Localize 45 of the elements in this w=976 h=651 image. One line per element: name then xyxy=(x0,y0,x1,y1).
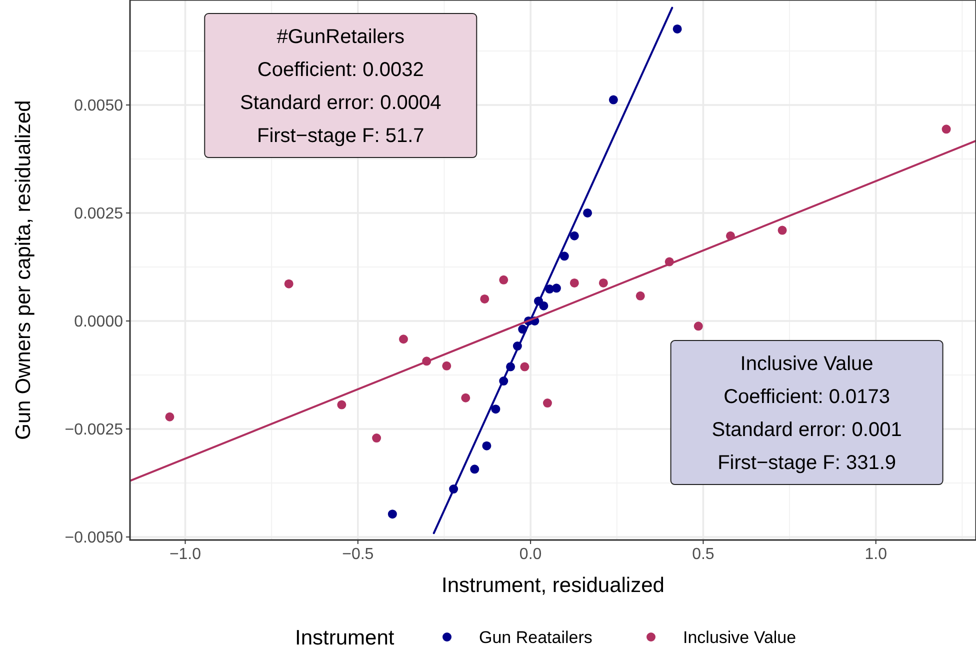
point xyxy=(491,404,500,414)
point xyxy=(480,294,490,304)
x-tick-label: 0.5 xyxy=(692,546,714,563)
x-tick-label: 0.0 xyxy=(519,546,542,563)
annotation: #GunRetailers Coefficient: 0.0032 Standard error: 0.0004 First−stage F: 51.7 xyxy=(240,26,442,148)
point xyxy=(694,322,703,331)
point xyxy=(165,412,174,422)
point xyxy=(539,301,548,310)
point xyxy=(542,398,552,408)
y-tick-label: 0.0050 xyxy=(74,98,124,115)
legend-title: Instrument xyxy=(295,626,394,650)
y-axis-title: Gun Owners per capita, residualized xyxy=(12,100,35,440)
y-tick-label: 0.0025 xyxy=(74,206,124,223)
point xyxy=(583,208,592,218)
point xyxy=(499,275,508,284)
point xyxy=(560,252,569,261)
point xyxy=(470,464,480,474)
annotation: Inclusive Value Coefficient: 0.0173 Standard error: 0.001 First−stage F: 331.9 xyxy=(712,353,902,474)
legend-label: Gun Reatailers xyxy=(479,628,592,647)
point xyxy=(482,441,492,450)
point xyxy=(372,434,382,443)
point xyxy=(388,510,397,519)
x-tick-label: −0.5 xyxy=(342,546,374,563)
point xyxy=(398,334,408,344)
y-tick-label: −0.0025 xyxy=(64,422,124,439)
point xyxy=(598,278,608,288)
point xyxy=(942,124,951,134)
point xyxy=(672,24,682,34)
point xyxy=(608,95,618,104)
point xyxy=(461,393,470,402)
y-tick-label: −0.0050 xyxy=(64,530,124,547)
point xyxy=(337,400,346,410)
x-tick-label: 1.0 xyxy=(864,546,888,563)
y-tick-label: 0.0000 xyxy=(74,314,124,331)
point xyxy=(552,284,561,293)
point xyxy=(570,231,579,240)
point xyxy=(284,279,294,288)
point xyxy=(442,361,452,370)
legend-label: Inclusive Value xyxy=(683,628,796,647)
x-axis-title: Instrument, residualized xyxy=(442,574,664,597)
x-tick-label: −1.0 xyxy=(169,546,202,563)
point xyxy=(520,362,530,372)
point xyxy=(778,226,787,235)
point xyxy=(636,291,645,300)
point xyxy=(570,278,579,288)
